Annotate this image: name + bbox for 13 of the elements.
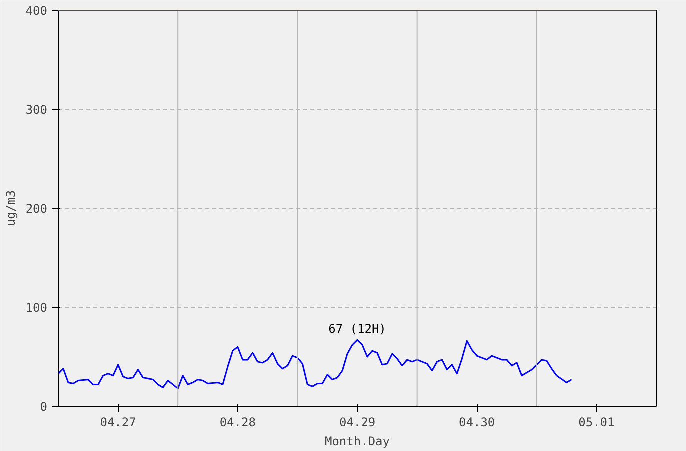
y-tick-label: 0 — [40, 400, 48, 414]
y-tick-label: 400 — [26, 4, 48, 18]
x-tick-label: 04.27 — [100, 416, 136, 430]
y-tick-label: 300 — [26, 103, 48, 117]
x-tick-label: 04.29 — [339, 416, 376, 430]
x-tick-label: 04.28 — [220, 416, 256, 430]
y-tick-label: 100 — [26, 301, 48, 315]
annotation: 67 (12H) — [328, 322, 386, 336]
x-axis-title: Month.Day — [324, 434, 390, 448]
y-tick-label: 200 — [26, 202, 48, 216]
x-tick-label: 05.01 — [578, 416, 615, 430]
x-tick-label: 04.30 — [459, 416, 496, 430]
y-axis-title: ug/m3 — [4, 190, 18, 227]
